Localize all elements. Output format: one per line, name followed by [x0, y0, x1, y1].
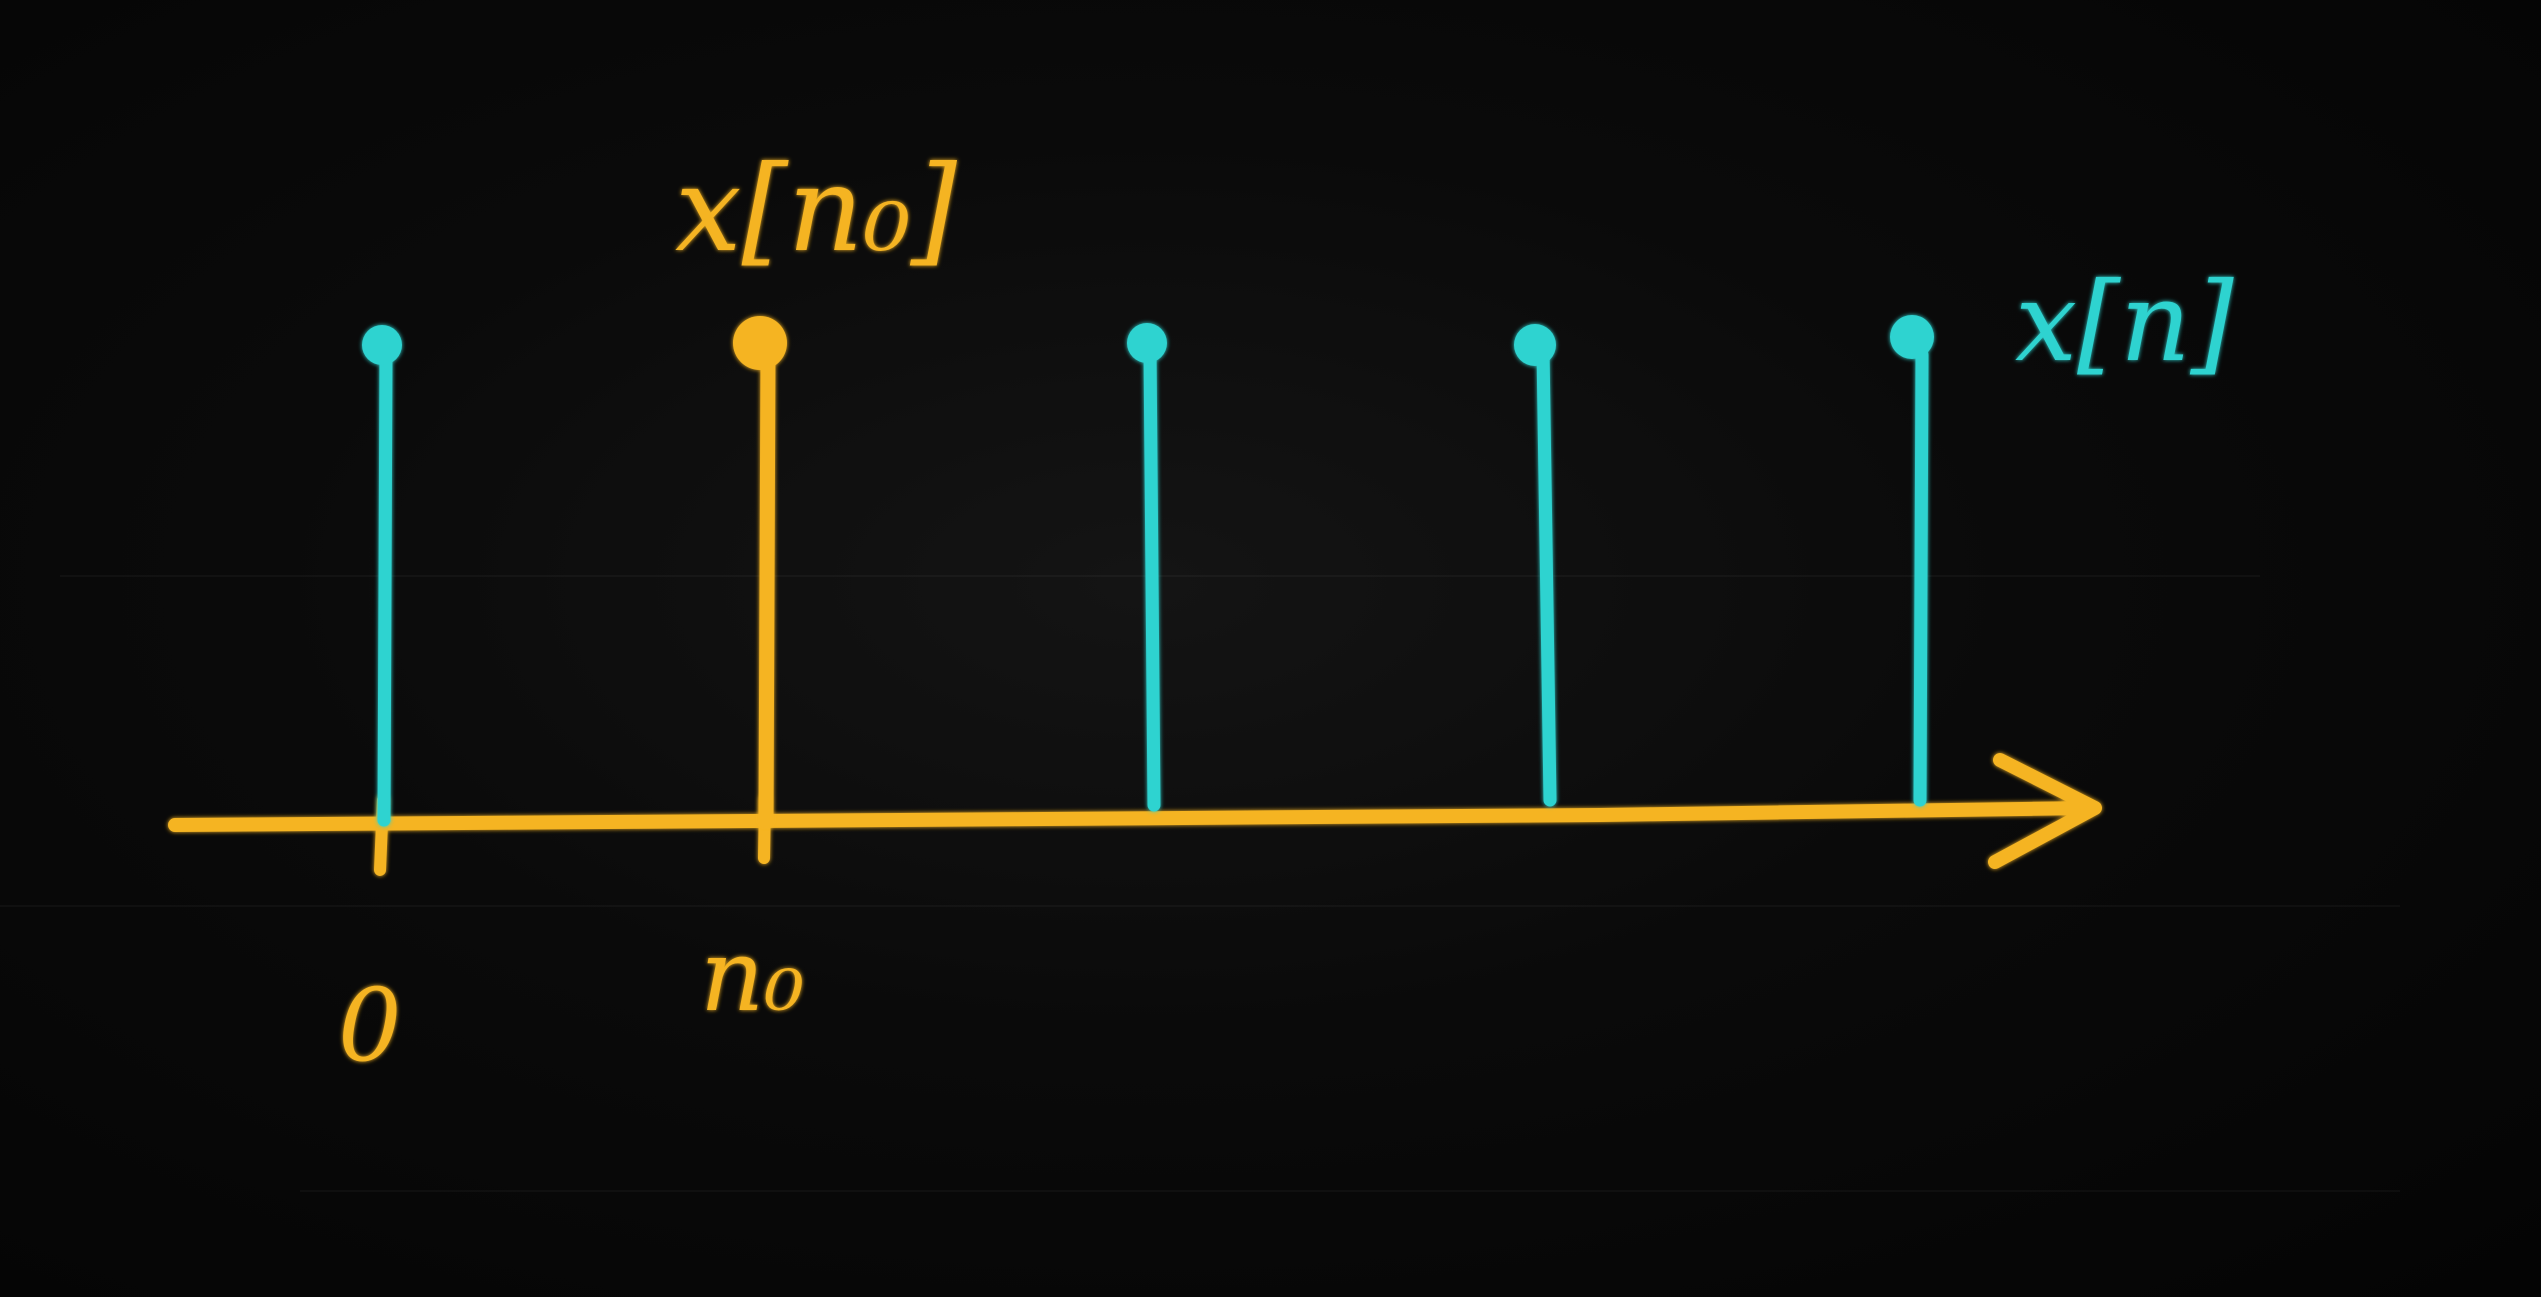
sample-stem	[362, 325, 402, 827]
sample-stem	[1127, 323, 1167, 812]
sample-stem	[733, 316, 787, 828]
sequence-label: x[n]	[2015, 258, 2235, 386]
stem-line	[377, 343, 393, 827]
stem-dot	[733, 316, 787, 370]
sample-stem	[1890, 315, 1934, 807]
stem-dot	[1514, 324, 1556, 366]
sample-stem	[1514, 324, 1557, 807]
n0-tick-label: n₀	[700, 917, 805, 1034]
stem-dot	[1127, 323, 1167, 363]
axis-arrowhead	[1988, 753, 2102, 869]
stem-dot	[1890, 315, 1934, 359]
origin-tick-label: 0	[338, 967, 402, 1084]
horizontal-axis	[168, 753, 2102, 876]
axis-line	[168, 801, 2097, 832]
stem-line	[1143, 343, 1161, 812]
stem-line	[758, 342, 776, 828]
stem-line	[1913, 348, 1929, 807]
stem-line	[1536, 343, 1557, 807]
highlight-sample-label: x[n₀]	[675, 140, 958, 278]
sample-stems	[362, 315, 1934, 828]
stem-dot	[362, 325, 402, 365]
